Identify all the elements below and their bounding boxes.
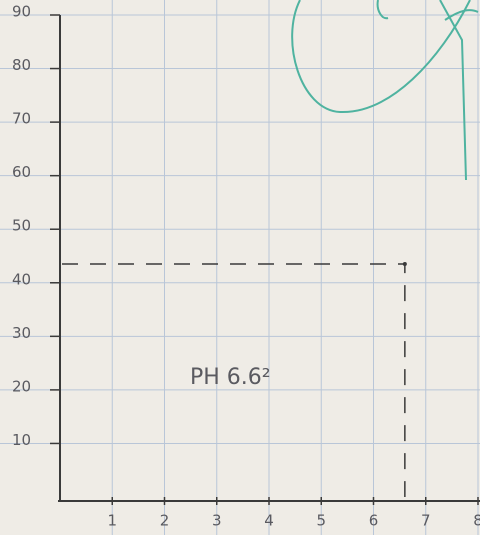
x-tick-label: 8	[473, 512, 480, 530]
y-tick-label: 10	[12, 431, 31, 449]
y-tick-label: 50	[12, 217, 31, 235]
y-tick-label: 90	[12, 3, 31, 21]
point	[402, 262, 407, 267]
y-tick-label: 80	[12, 56, 31, 74]
x-tick-label: 4	[264, 512, 274, 530]
scribble	[291, 0, 471, 114]
scribble	[376, 0, 479, 181]
x-tick-label: 5	[316, 512, 326, 530]
y-tick-label: 60	[12, 163, 31, 181]
x-tick-label: 3	[212, 512, 222, 530]
x-tick-label: 6	[369, 512, 379, 530]
x-tick-label: 2	[160, 512, 170, 530]
y-tick-label: 20	[12, 377, 31, 395]
y-tick-label: 70	[12, 110, 31, 128]
x-tick-label: 1	[107, 512, 117, 530]
y-tick-label: 30	[12, 324, 31, 342]
y-tick-label: 40	[12, 270, 31, 288]
annotation: PH 6.6²	[190, 365, 271, 390]
x-tick-label: 7	[421, 512, 431, 530]
